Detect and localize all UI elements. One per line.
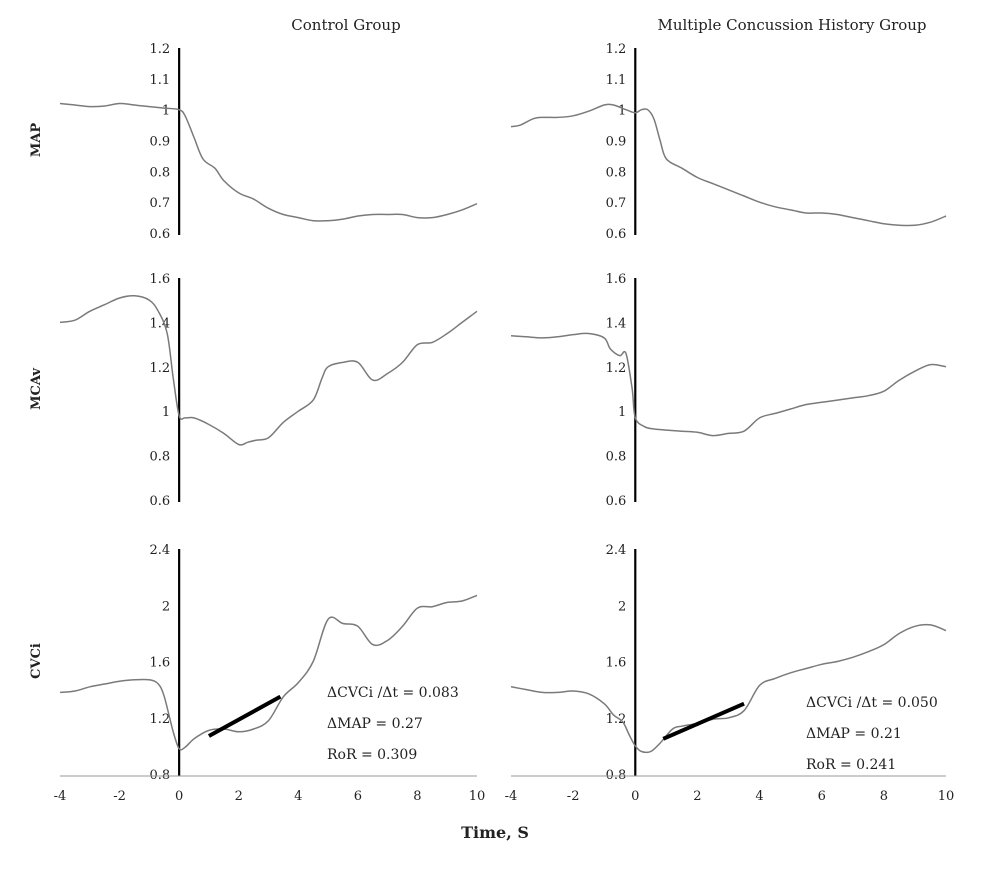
y-tick-label-r0c1: 1	[618, 104, 626, 119]
series-line-mcav-c0	[59, 294, 478, 446]
row-label-map: MAP	[29, 123, 44, 157]
y-tick-label-r1c1: 1.4	[606, 316, 627, 331]
y-tick-label-r0c1: 0.8	[606, 165, 627, 180]
row-label-mcav: MCAv	[29, 368, 44, 410]
annotation-ror-c0: RoR = 0.309	[327, 747, 417, 763]
x-tick-label-c0: 2	[235, 789, 243, 804]
y-tick-label-r1c1: 1.2	[606, 361, 627, 376]
x-tick-label-c0: -4	[54, 789, 67, 804]
annotation-slope-c1: ΔCVCi /Δt = 0.050	[806, 695, 938, 711]
y-tick-label-r0c1: 1.2	[606, 42, 627, 57]
y-tick-label-r1c1: 1	[618, 405, 626, 420]
y-tick-label-r1c1: 0.8	[606, 450, 627, 465]
annotation-dmap-c1: ΔMAP = 0.21	[806, 726, 902, 742]
x-tick-label-c0: 8	[413, 789, 421, 804]
series-line-mcav-c1	[510, 332, 947, 437]
y-tick-label-r1c0: 0.8	[149, 450, 170, 465]
y-tick-label-r1c0: 1.6	[149, 272, 170, 287]
y-tick-label-r2c1: 1.2	[606, 712, 627, 727]
x-axis-title: Time, S	[461, 823, 529, 842]
y-tick-label-r2c0: 1.2	[149, 712, 170, 727]
x-tick-label-c0: 6	[354, 789, 362, 804]
y-tick-label-r1c1: 0.6	[606, 494, 627, 509]
x-tick-label-c1: 2	[693, 789, 701, 804]
y-tick-label-r0c0: 1	[162, 104, 170, 119]
slope-line-c0	[207, 694, 282, 738]
y-tick-label-r1c0: 0.6	[149, 494, 170, 509]
y-tick-label-r0c1: 0.7	[606, 196, 627, 211]
x-tick-label-c1: -4	[505, 789, 518, 804]
x-tick-label-c1: 8	[880, 789, 888, 804]
x-tick-label-c1: 10	[938, 789, 955, 804]
y-tick-label-r2c0: 2	[162, 599, 170, 614]
row-label-cvci: CVCi	[29, 643, 44, 679]
annotation-ror-c1: RoR = 0.241	[806, 757, 896, 773]
series-line-cvci-c0	[59, 594, 478, 751]
y-tick-label-r2c1: 2	[618, 599, 626, 614]
y-tick-label-r0c1: 0.9	[606, 135, 627, 150]
y-tick-label-r0c0: 0.7	[149, 196, 170, 211]
y-tick-label-r2c1: 1.6	[606, 656, 627, 671]
x-tick-label-c0: 4	[294, 789, 302, 804]
y-tick-label-r0c0: 1.2	[149, 42, 170, 57]
series-line-map-c0	[59, 102, 478, 222]
y-tick-label-r0c0: 0.9	[149, 135, 170, 150]
y-tick-label-r0c1: 0.6	[606, 227, 627, 242]
y-tick-label-r1c0: 1.2	[149, 361, 170, 376]
y-tick-label-r0c0: 1.1	[149, 73, 170, 88]
column-title-0: Control Group	[291, 16, 400, 34]
y-tick-label-r2c0: 1.6	[149, 656, 170, 671]
y-tick-label-r1c1: 1.6	[606, 272, 627, 287]
x-tick-label-c1: 4	[755, 789, 763, 804]
x-tick-label-c0: 10	[469, 789, 486, 804]
y-tick-label-r0c1: 1.1	[606, 73, 627, 88]
y-tick-label-r2c0: 2.4	[149, 543, 170, 558]
annotation-dmap-c0: ΔMAP = 0.27	[327, 716, 423, 732]
slope-line-c1	[662, 701, 745, 741]
y-tick-label-r0c0: 0.8	[149, 165, 170, 180]
y-tick-label-r0c0: 0.6	[149, 227, 170, 242]
series-line-map-c1	[510, 103, 947, 227]
x-tick-label-c0: -2	[113, 789, 126, 804]
x-tick-label-c1: 0	[631, 789, 639, 804]
y-tick-label-r2c1: 2.4	[606, 543, 627, 558]
column-title-1: Multiple Concussion History Group	[657, 16, 926, 34]
x-tick-label-c0: 0	[175, 789, 183, 804]
y-tick-label-r1c0: 1	[162, 405, 170, 420]
y-tick-label-r1c0: 1.4	[149, 316, 170, 331]
x-tick-label-c1: -2	[567, 789, 580, 804]
annotation-slope-c0: ΔCVCi /Δt = 0.083	[327, 685, 459, 701]
x-tick-label-c1: 6	[818, 789, 826, 804]
